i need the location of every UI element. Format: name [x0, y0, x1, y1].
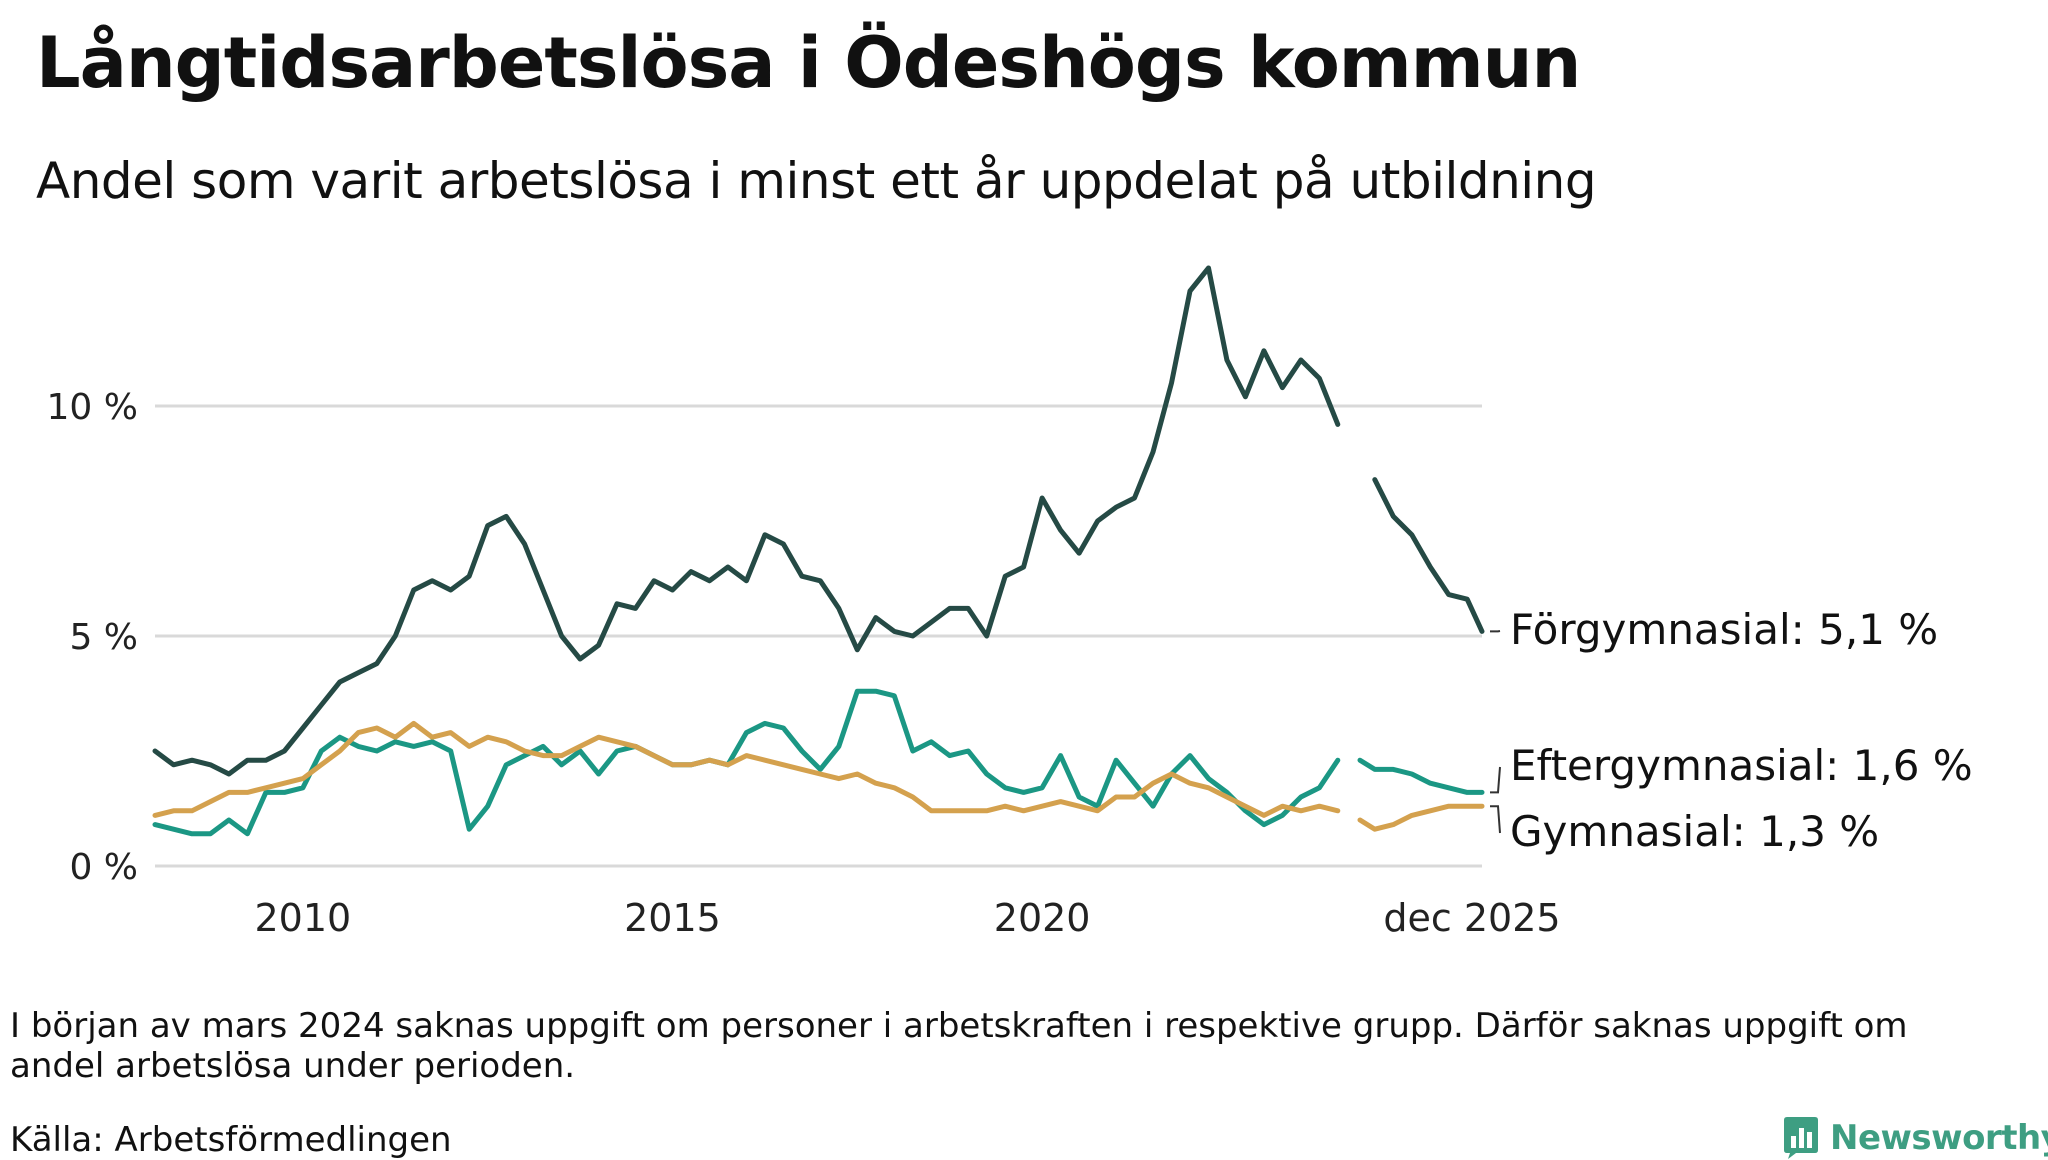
x-tick-label: 2010 — [254, 896, 351, 940]
series-line-förgymnasial-1 — [1375, 480, 1482, 632]
source-note: Källa: Arbetsförmedlingen — [10, 1120, 452, 1160]
series-lines — [155, 268, 1482, 834]
line-chart: 0 % 5 % 10 % 2010 2015 2020 dec 2025 Förgymna… — [0, 0, 2048, 1000]
y-tick-label: 0 % — [69, 847, 138, 888]
series-label-eftergymnasial: Eftergymnasial: 1,6 % — [1510, 741, 1973, 790]
footnote: I början av mars 2024 saknas uppgift om … — [10, 1006, 2000, 1086]
leader-line — [1490, 806, 1500, 833]
series-line-eftergymnasial-1 — [1360, 760, 1482, 792]
series-labels: Förgymnasial: 5,1 % Eftergymnasial: 1,6 %… — [1490, 605, 1973, 856]
leader-line — [1490, 767, 1500, 792]
y-tick-label: 5 % — [69, 617, 138, 658]
series-line-gymnasial-1 — [1360, 806, 1482, 829]
series-label-gymnasial: Gymnasial: 1,3 % — [1510, 807, 1879, 856]
x-tick-label: dec 2025 — [1383, 896, 1560, 940]
brand-name: Newsworthy — [1830, 1118, 2048, 1158]
series-line-eftergymnasial-0 — [155, 691, 1338, 834]
x-tick-label: 2020 — [994, 896, 1091, 940]
y-tick-label: 10 % — [47, 387, 138, 428]
newsworthy-logo-icon — [1782, 1116, 1820, 1160]
brand-logo: Newsworthy — [1782, 1116, 2048, 1160]
series-line-förgymnasial-0 — [155, 268, 1338, 774]
y-axis-ticks: 0 % 5 % 10 % — [47, 387, 138, 888]
series-label-förgymnasial: Förgymnasial: 5,1 % — [1510, 605, 1938, 654]
x-tick-label: 2015 — [624, 896, 721, 940]
grid-lines — [155, 406, 1482, 866]
x-axis-ticks: 2010 2015 2020 dec 2025 — [254, 896, 1560, 940]
